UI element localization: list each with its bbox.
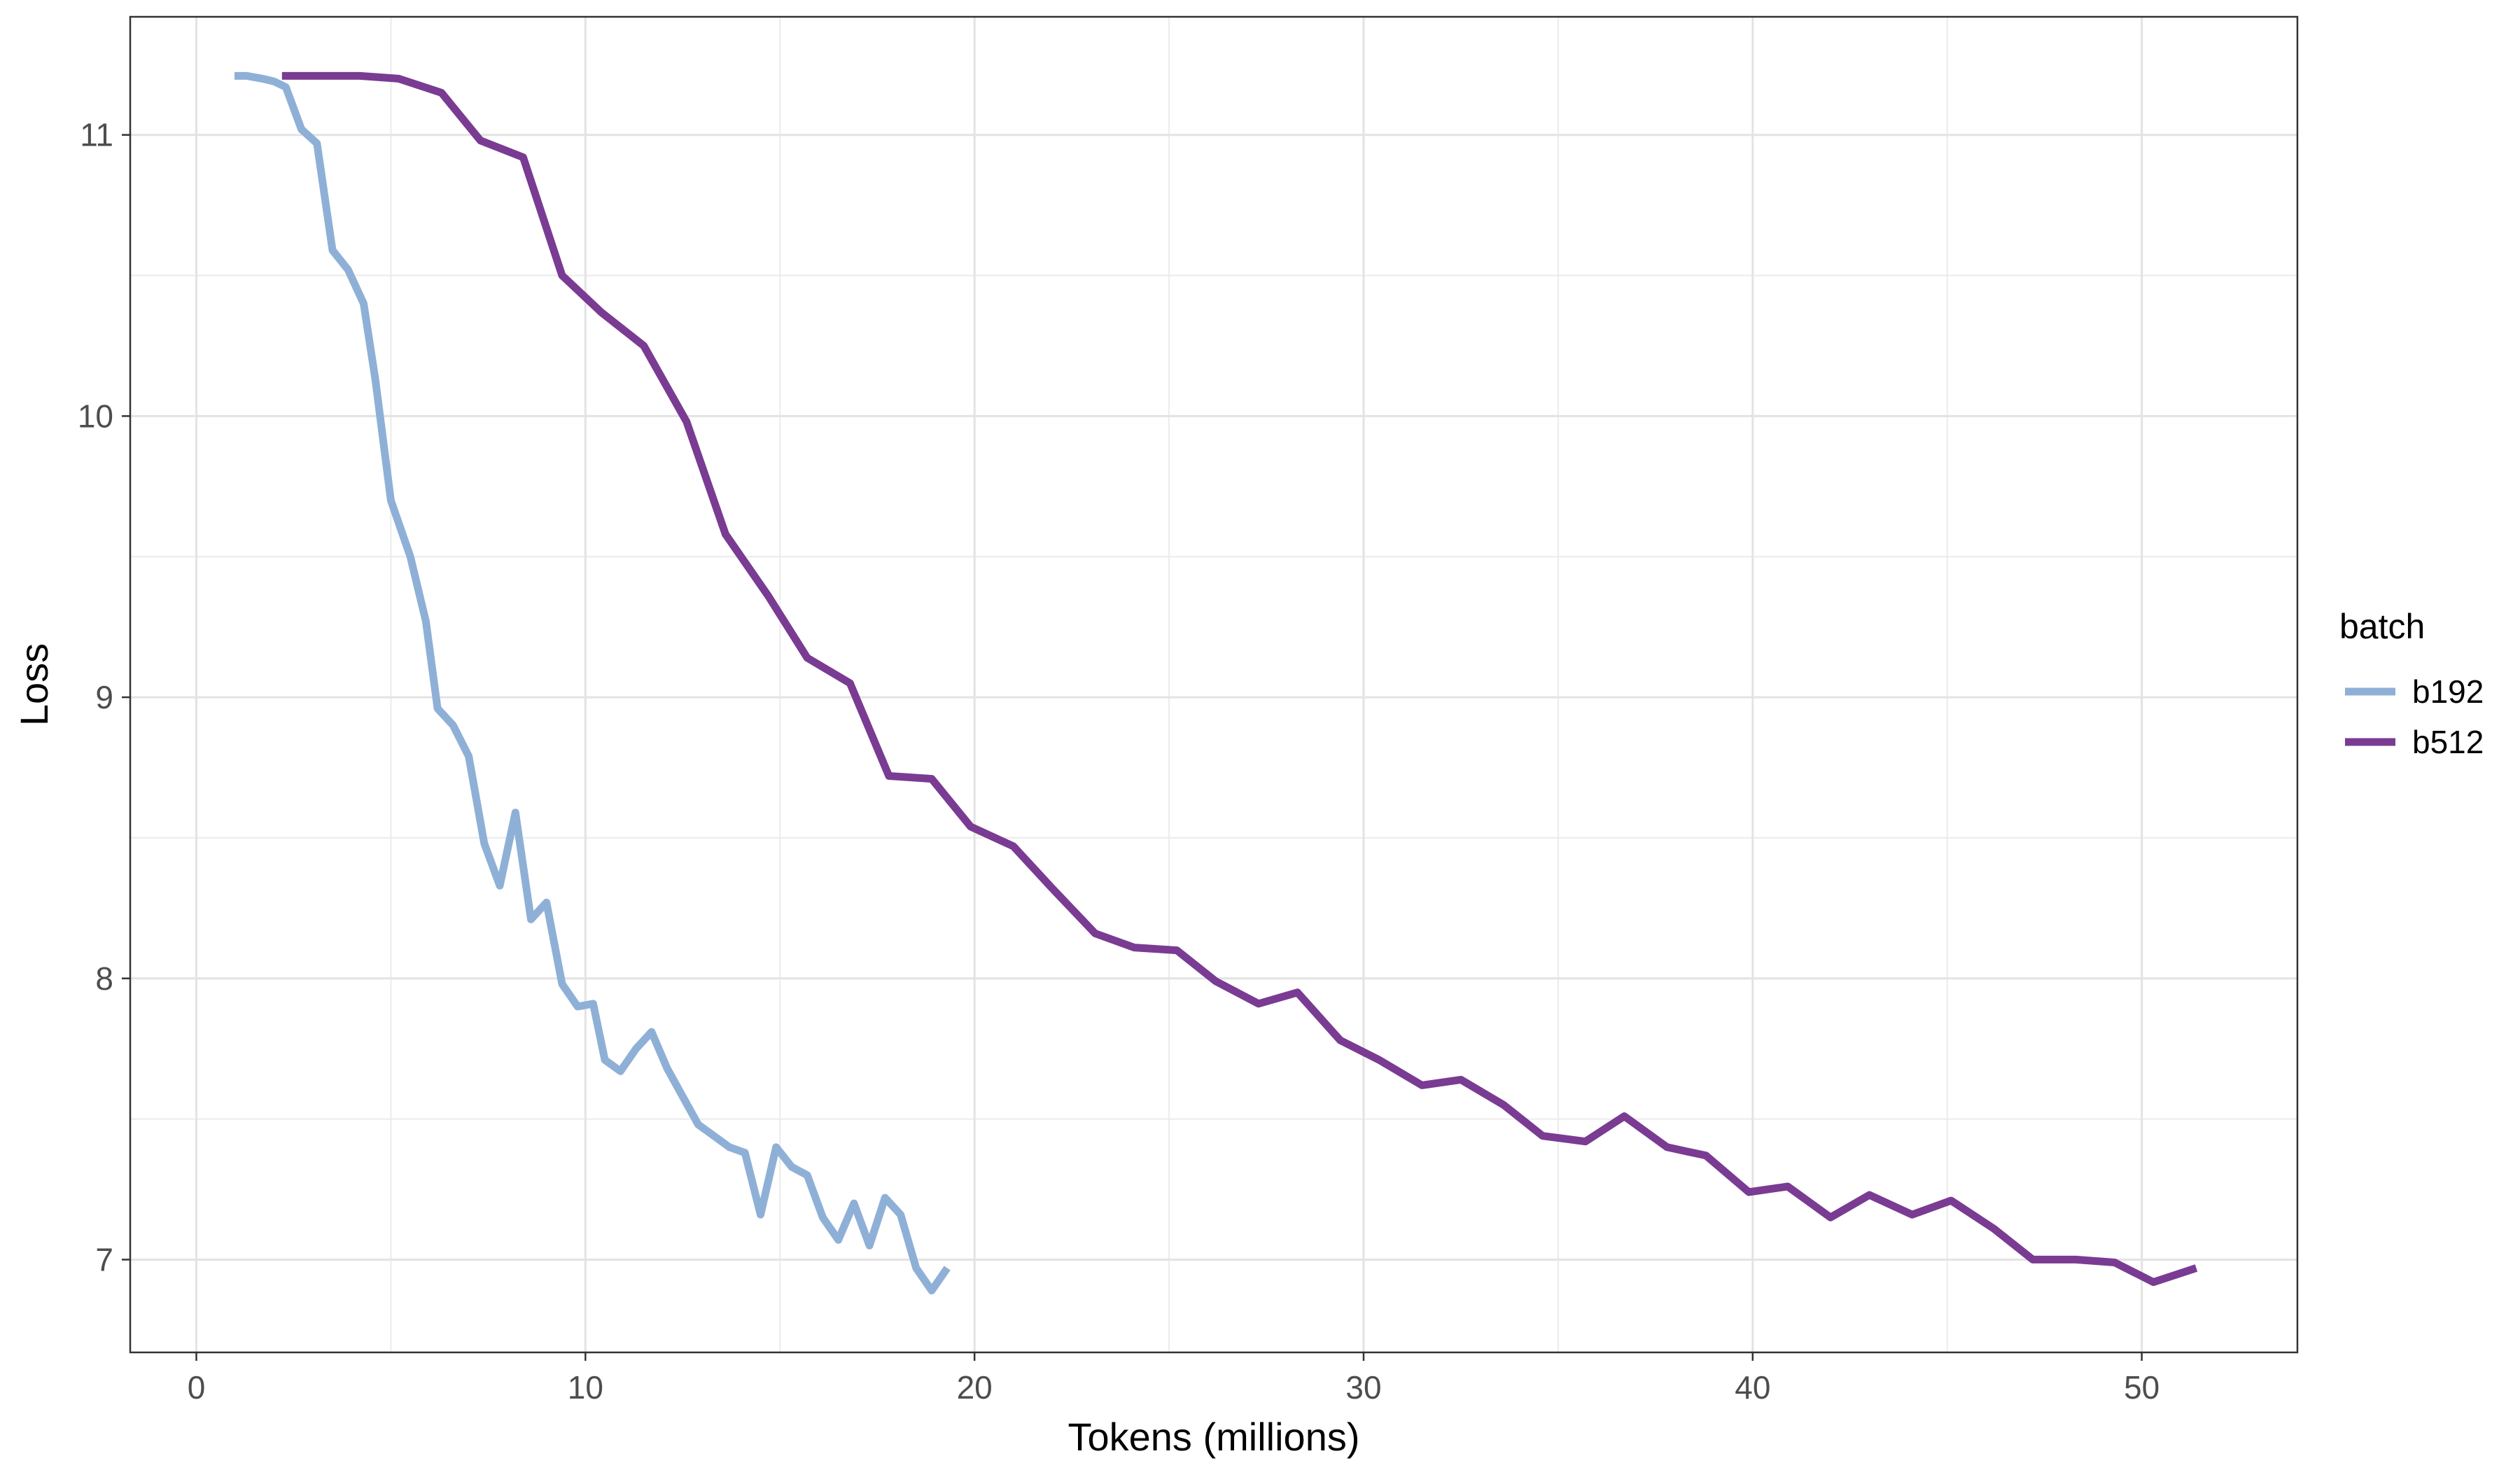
y-tick-label: 7	[95, 1241, 113, 1278]
x-axis-ticks: 0 10 20 30 40 50	[188, 1352, 2160, 1406]
series-line-b192	[234, 71, 951, 1295]
y-tick-label: 9	[95, 679, 113, 715]
y-axis-ticks: 7 8 9 10 11	[78, 117, 130, 1278]
x-tick-label: 10	[568, 1369, 603, 1406]
y-tick-label: 10	[78, 398, 113, 434]
minor-gridlines	[130, 17, 2297, 1352]
y-tick-label: 11	[80, 117, 113, 153]
series-lines	[234, 71, 2198, 1295]
major-gridlines	[130, 17, 2297, 1352]
x-axis-title: Tokens (millions)	[1068, 1415, 1360, 1459]
y-axis-title: Loss	[12, 643, 56, 726]
legend-label-b192: b192	[2412, 673, 2484, 710]
x-tick-label: 50	[2124, 1369, 2160, 1406]
legend-label-b512: b512	[2412, 724, 2484, 760]
plot-panel-border	[129, 15, 2299, 1354]
x-tick-label: 40	[1735, 1369, 1770, 1406]
legend-title: batch	[2339, 607, 2425, 646]
x-tick-label: 30	[1345, 1369, 1381, 1406]
y-tick-label: 8	[95, 960, 113, 997]
legend: batch b192 b512	[2339, 607, 2484, 760]
x-tick-label: 0	[188, 1369, 206, 1406]
series-line-b512	[281, 71, 2198, 1287]
legend-items: b192 b512	[2345, 673, 2484, 760]
x-tick-label: 20	[957, 1369, 993, 1406]
